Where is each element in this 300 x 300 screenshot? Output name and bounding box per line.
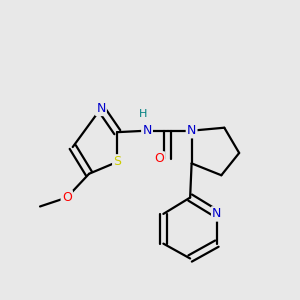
Text: N: N xyxy=(187,124,196,137)
Text: S: S xyxy=(113,155,121,168)
Text: O: O xyxy=(62,191,72,204)
Text: H: H xyxy=(138,109,147,119)
Text: N: N xyxy=(96,102,106,115)
Text: N: N xyxy=(142,124,152,137)
Text: N: N xyxy=(212,207,222,220)
Text: O: O xyxy=(154,152,164,165)
